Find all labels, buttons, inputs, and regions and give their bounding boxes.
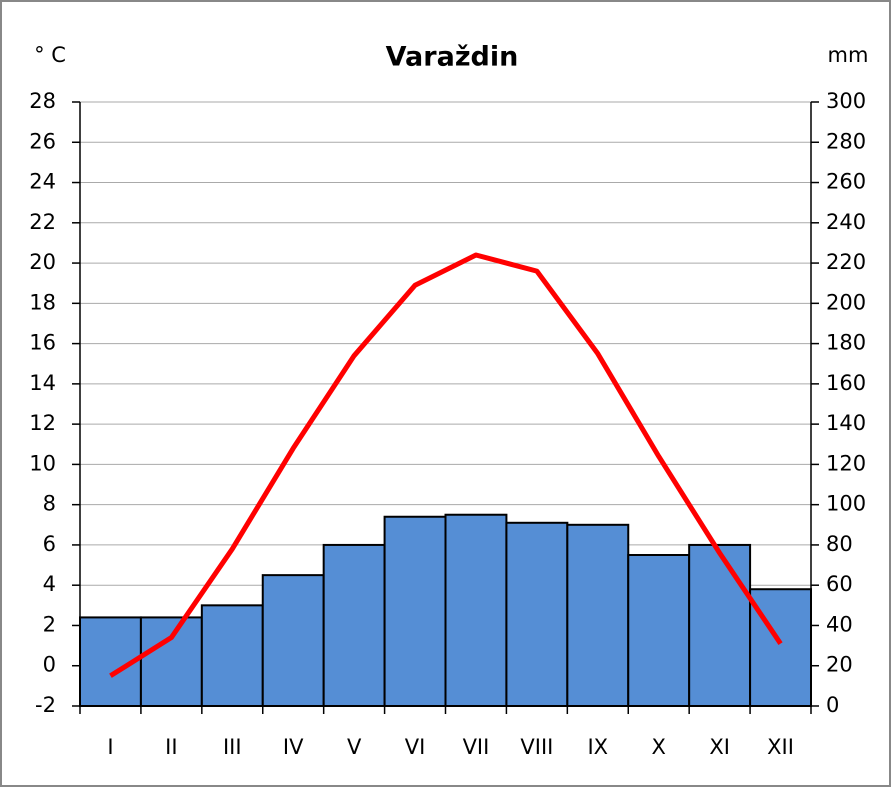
x-tick-label: XII [767,735,794,759]
y2-tick-label: 60 [826,572,853,596]
x-tick-label: X [652,735,666,759]
y-axis-label: ° C [34,43,66,67]
bar [261,574,325,708]
x-tick-label: VI [405,735,426,759]
x-tick-label: IV [283,735,304,759]
y2-tick-label: 100 [826,492,866,516]
y-tick-label: 12 [29,411,56,435]
x-tick-label: V [347,735,362,759]
x-tick-label: III [223,735,242,759]
y-tick-label: -2 [35,693,56,717]
y-tick-label: 0 [43,653,56,677]
y2-tick-label: 300 [826,89,866,113]
bar [627,554,691,707]
x-tick-label: VIII [520,735,553,759]
y-tick-label: 18 [29,290,56,314]
y-tick-label: 26 [29,129,56,153]
bar [688,543,752,708]
y-tick-label: 8 [43,492,56,516]
y-tick-label: 16 [29,331,56,355]
y2-tick-label: 240 [826,210,866,234]
chart-title: Varaždin [386,42,519,73]
y2-tick-label: 160 [826,371,866,395]
y2-tick-label: 40 [826,612,853,636]
y-tick-label: 4 [43,572,56,596]
y2-tick-label: 0 [826,693,839,717]
y-tick-label: 20 [29,250,56,274]
y2-axis-label: mm [828,43,869,67]
y-tick-label: 24 [29,170,56,194]
y2-tick-label: 20 [826,653,853,677]
y2-tick-label: 200 [826,290,866,314]
bar [383,515,447,707]
y2-tick-label: 80 [826,532,853,556]
x-tick-label: IX [587,735,608,759]
y2-tick-label: 280 [826,129,866,153]
x-tick-label: XI [709,735,730,759]
y2-tick-label: 220 [826,250,866,274]
bar [444,513,508,707]
bar [749,588,812,708]
y-tick-label: 22 [29,210,56,234]
bar [505,521,569,708]
bar [566,523,630,707]
bar [200,604,264,707]
y-tick-label: 6 [43,532,56,556]
x-tick-label: VII [463,735,490,759]
bar [322,543,386,708]
x-tick-label: I [107,735,113,759]
y-tick-label: 2 [43,612,56,636]
y-tick-label: 10 [29,451,56,475]
y2-tick-label: 260 [826,170,866,194]
y2-tick-label: 140 [826,411,866,435]
bar [139,616,203,707]
y2-tick-label: 180 [826,331,866,355]
x-tick-label: II [165,735,177,759]
y-tick-label: 28 [29,89,56,113]
y-tick-label: 14 [29,371,56,395]
line [109,252,783,678]
y2-tick-label: 120 [826,451,866,475]
